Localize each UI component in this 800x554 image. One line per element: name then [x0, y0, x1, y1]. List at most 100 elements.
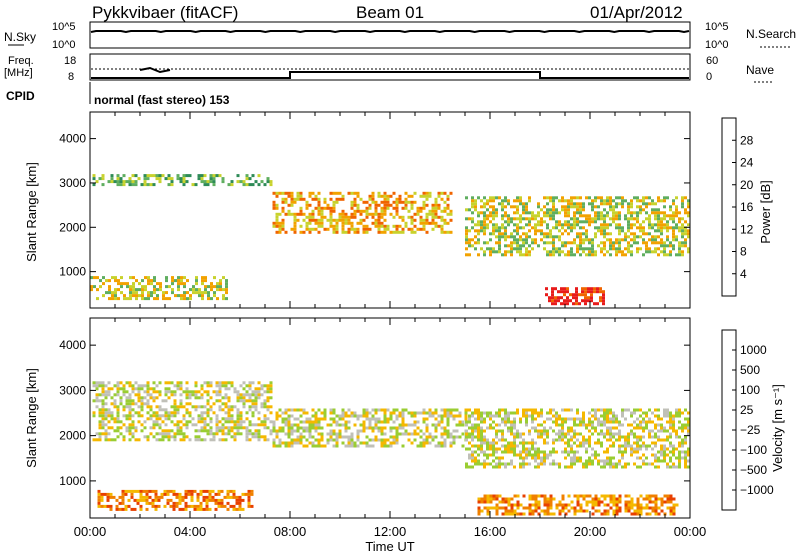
power-cell-f1 — [344, 218, 348, 222]
power-cell-f2 — [603, 235, 606, 239]
velocity-cell-f1 — [341, 423, 345, 427]
power-cell-f2 — [615, 214, 618, 218]
power-cell-f1 — [395, 227, 399, 231]
velocity-cell-f1 — [299, 426, 303, 430]
power-panel-bg — [90, 112, 690, 308]
velocity-cell-f1 — [452, 417, 456, 421]
velocity-cell-f1 — [329, 423, 333, 427]
velocity-cell-f2 — [687, 426, 690, 430]
power-cell-f1 — [440, 215, 444, 219]
power-cell-f1 — [347, 218, 351, 222]
velocity-cell-f2 — [558, 423, 561, 427]
velocity-cell-f0 — [236, 429, 240, 433]
power-cell-f2 — [591, 208, 594, 212]
power-cell-f4 — [222, 276, 225, 280]
velocity-cell-f1 — [275, 429, 279, 433]
velocity-cell-f1 — [302, 426, 306, 430]
power-cell-f1 — [380, 194, 384, 198]
velocity-cell-f1 — [290, 438, 294, 442]
power-cell-f3 — [575, 287, 578, 291]
velocity-cell-f4 — [597, 500, 601, 504]
power-cell-f1 — [281, 221, 285, 225]
power-cell-f1 — [308, 212, 312, 216]
power-cell-f2 — [627, 235, 630, 239]
velocity-cell-f1 — [353, 411, 357, 415]
power-cell-f2 — [615, 196, 618, 200]
power-cell-f2 — [651, 238, 654, 242]
power-cell-f4 — [153, 285, 156, 289]
velocity-cell-f4 — [495, 506, 499, 510]
power-cell-f2 — [522, 217, 525, 221]
power-cell-f3 — [599, 290, 602, 294]
velocity-cell-f2 — [510, 429, 513, 433]
velocity-cell-f3 — [247, 501, 251, 505]
velocity-cell-f2 — [657, 435, 660, 439]
velocity-cell-f4 — [588, 500, 592, 504]
velocity-cell-f1 — [281, 411, 285, 415]
velocity-cell-f2 — [621, 435, 624, 439]
power-cell-f2 — [486, 217, 489, 221]
power-cell-f2 — [675, 238, 678, 242]
power-cell-f2 — [672, 238, 675, 242]
power-cell-f2 — [465, 247, 468, 251]
velocity-cell-f0 — [152, 390, 156, 394]
power-cell-f2 — [519, 253, 522, 257]
velocity-cell-f4 — [552, 512, 556, 516]
velocity-cell-f4 — [633, 503, 637, 507]
velocity-cell-f2 — [675, 435, 678, 439]
velocity-cell-f2 — [624, 438, 627, 442]
velocity-cell-f2 — [669, 450, 672, 454]
velocity-cell-f3 — [109, 504, 113, 508]
power-cell-f1 — [290, 200, 294, 204]
velocity-cell-f1 — [401, 408, 405, 412]
power-cell-f2 — [588, 250, 591, 254]
velocity-cell-f2 — [543, 456, 546, 460]
power-cell-f2 — [684, 238, 687, 242]
power-cell-f1 — [377, 191, 381, 195]
velocity-cell-f2 — [636, 417, 639, 421]
velocity-cell-f2 — [477, 459, 480, 463]
velocity-cell-f2 — [660, 438, 663, 442]
power-cell-f2 — [678, 229, 681, 233]
velocity-cell-f3 — [235, 495, 239, 499]
velocity-cell-f1 — [362, 441, 366, 445]
power-cell-f1 — [365, 215, 369, 219]
power-cell-f2 — [660, 232, 663, 236]
velocity-cell-f2 — [651, 429, 654, 433]
velocity-cell-f3 — [124, 504, 128, 508]
velocity-cell-f1 — [380, 441, 384, 445]
velocity-cell-f0 — [134, 387, 138, 391]
velocity-cell-f0 — [131, 408, 135, 412]
power-cell-f0 — [149, 183, 153, 187]
velocity-cell-f1 — [278, 426, 282, 430]
power-cell-f2 — [480, 211, 483, 215]
velocity-cell-f4 — [561, 497, 565, 501]
velocity-cell-f2 — [525, 414, 528, 418]
velocity-cell-f2 — [648, 444, 651, 448]
velocity-cell-f0 — [233, 426, 237, 430]
power-cell-f2 — [642, 226, 645, 230]
velocity-cell-f1 — [338, 435, 342, 439]
velocity-cell-f0 — [170, 414, 174, 418]
velocity-cell-f2 — [669, 456, 672, 460]
power-cell-f1 — [305, 215, 309, 219]
power-cell-f1 — [281, 200, 285, 204]
x-tick-label: 08:00 — [274, 524, 307, 539]
power-cell-f2 — [603, 223, 606, 227]
power-cell-f2 — [552, 247, 555, 251]
power-cell-f2 — [663, 250, 666, 254]
power-cell-f1 — [362, 230, 366, 234]
power-cell-f2 — [597, 244, 600, 248]
power-cell-f2 — [468, 244, 471, 248]
velocity-cell-f0 — [245, 384, 249, 388]
velocity-cell-f0 — [179, 381, 183, 385]
velocity-cell-f2 — [480, 414, 483, 418]
velocity-cell-f0 — [266, 390, 270, 394]
velocity-cell-f1 — [434, 429, 438, 433]
power-cell-f2 — [642, 229, 645, 233]
power-cell-f2 — [609, 202, 612, 206]
power-cell-f2 — [666, 196, 669, 200]
power-cell-f2 — [654, 250, 657, 254]
power-cell-f1 — [305, 203, 309, 207]
